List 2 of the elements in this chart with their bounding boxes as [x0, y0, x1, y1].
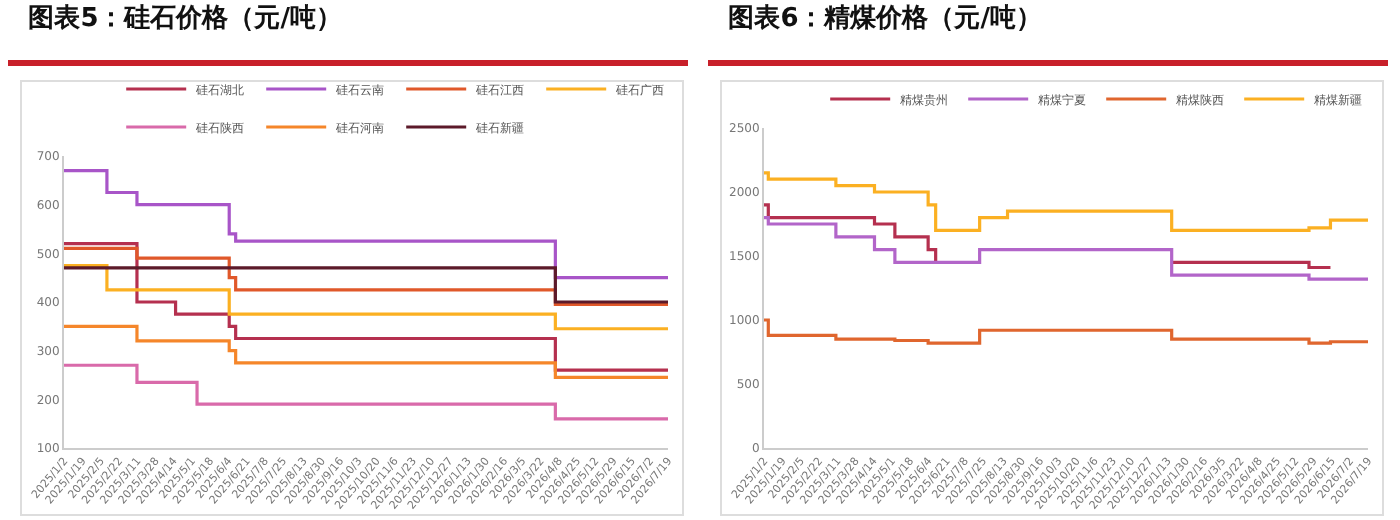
chart-title: 图表6：精煤价格（元/吨） — [728, 4, 1042, 34]
chart-title: 图表5：硅石价格（元/吨） — [28, 4, 342, 34]
